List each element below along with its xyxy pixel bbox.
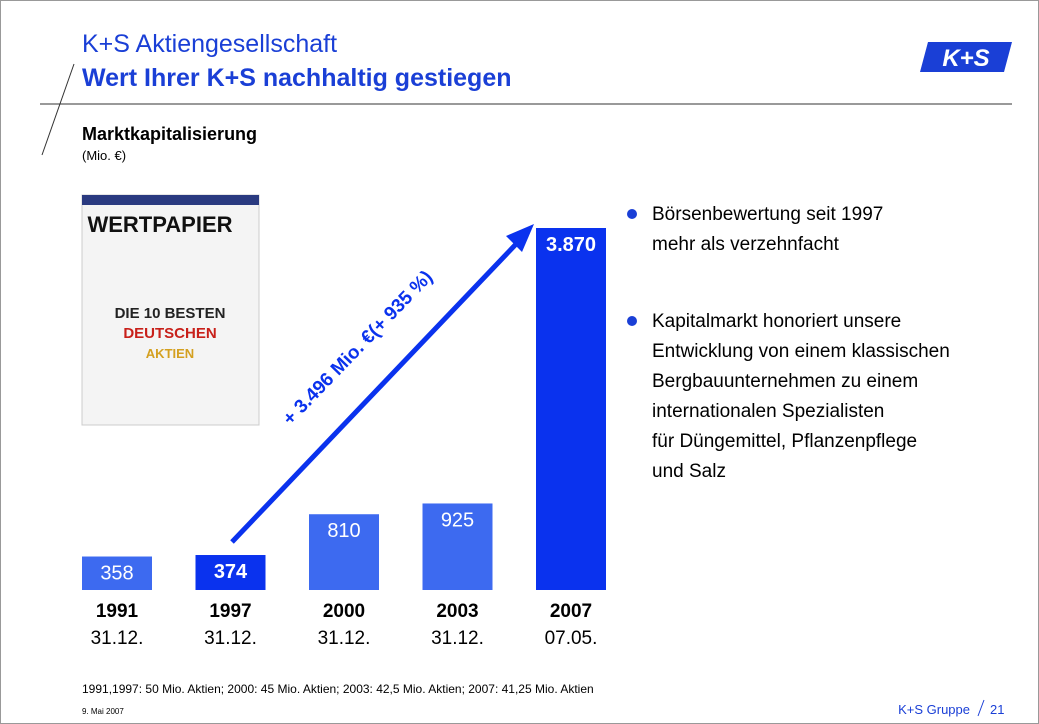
title: K+S Aktiengesellschaft <box>82 30 337 58</box>
bullet-text: Bergbauunternehmen zu einem <box>652 371 918 392</box>
bullet-text: und Salz <box>652 461 726 482</box>
logo: K+S <box>920 42 1012 72</box>
bullet-list: Börsenbewertung seit 1997 mehr als verzeh… <box>627 204 950 482</box>
bullet-text: internationalen Spezialisten <box>652 401 884 422</box>
magazine-line: DIE 10 BESTEN <box>115 305 226 322</box>
bullet-text: Entwicklung von einem klassischen <box>652 341 950 362</box>
magazine: WERTPAPIER DIE 10 BESTEN DEUTSCHEN AKTIE… <box>81 194 260 426</box>
bullet-dot <box>627 316 637 326</box>
x-tick-label: 2003 <box>436 601 478 622</box>
magazine-line: AKTIEN <box>146 346 194 361</box>
chart-title: Marktkapitalisierung <box>82 124 257 144</box>
footer-company: K+S Gruppe <box>898 702 970 717</box>
bar <box>536 228 606 590</box>
x-tick-label: 1991 <box>96 601 139 622</box>
value-label: 3.870 <box>546 234 596 256</box>
x-tick-label: 2000 <box>323 601 365 622</box>
magazine-bar <box>82 195 259 205</box>
bullet-text: mehr als verzehnfacht <box>652 234 840 255</box>
value-label: 925 <box>441 509 474 531</box>
footer-slash <box>977 699 985 717</box>
page-number: 21 <box>990 702 1004 717</box>
bullet-text: Kapitalmarkt honoriert unsere <box>652 311 901 332</box>
value-label: 810 <box>327 520 360 542</box>
magazine-name: WERTPAPIER <box>87 212 232 237</box>
bar <box>422 503 493 590</box>
header-slash <box>41 63 75 156</box>
bar <box>82 556 152 590</box>
footnote: 1991,1997: 50 Mio. Aktien; 2000: 45 Mio.… <box>82 682 594 696</box>
bullet-text: für Düngemittel, Pflanzenpflege <box>652 431 917 452</box>
x-tick-sublabel: 31.12. <box>431 628 484 649</box>
x-tick-label: 1997 <box>209 601 251 622</box>
bar <box>195 555 266 590</box>
value-label: 358 <box>100 563 133 585</box>
x-tick-label: 2007 <box>550 601 592 622</box>
arrow-head <box>506 224 534 252</box>
bullet-dot <box>627 209 637 219</box>
chart-unit: (Mio. €) <box>82 148 126 163</box>
growth-arrow <box>230 240 520 544</box>
x-tick-sublabel: 31.12. <box>318 628 371 649</box>
logo-box <box>920 42 1012 72</box>
subtitle: Wert Ihrer K+S nachhaltig gestiegen <box>82 64 512 92</box>
x-tick-sublabel: 31.12. <box>204 628 257 649</box>
footer-date: 9. Mai 2007 <box>82 707 124 716</box>
magazine-cover <box>81 194 260 426</box>
bullet-text: Börsenbewertung seit 1997 <box>652 204 883 225</box>
bar <box>309 514 379 590</box>
value-label: 374 <box>214 561 248 583</box>
x-tick-sublabel: 31.12. <box>91 628 144 649</box>
logo-text: K+S <box>942 45 989 72</box>
magazine-line: DEUTSCHEN <box>123 325 216 342</box>
x-tick-sublabel: 07.05. <box>545 628 598 649</box>
